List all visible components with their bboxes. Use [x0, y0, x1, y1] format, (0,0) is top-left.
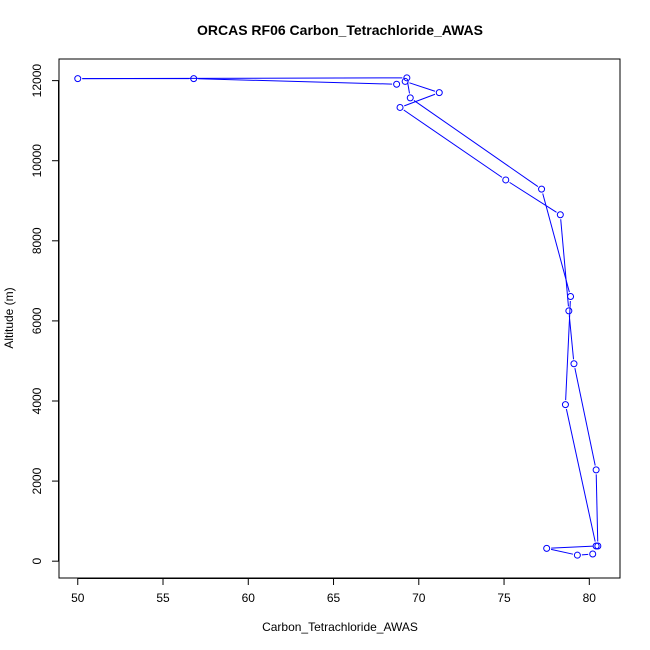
plot-frame: [58, 58, 621, 579]
series-line-segment: [509, 181, 557, 213]
x-axis: 50 55 60 65 70 75 80: [71, 578, 596, 605]
x-tick-label: 70: [412, 591, 426, 605]
series-line-segment: [542, 193, 570, 293]
series-line-segment: [409, 82, 436, 92]
y-tick-label: 0: [30, 558, 44, 565]
series-line-segment: [551, 545, 594, 549]
series-line-segment: [413, 100, 539, 187]
data-point: [573, 551, 581, 559]
y-tick-label: 6000: [30, 307, 44, 334]
data-point: [567, 292, 575, 300]
data-point: [556, 211, 564, 219]
series-line-segment: [407, 82, 411, 94]
data-point: [393, 80, 401, 88]
data-point: [565, 307, 573, 315]
series-line-segment: [560, 219, 569, 307]
data-point: [561, 401, 569, 409]
data-point: [396, 103, 404, 111]
y-axis-label: Altitude (m): [2, 287, 16, 348]
data-point: [589, 550, 597, 558]
series-line-segment: [568, 315, 575, 360]
data-point: [538, 185, 546, 193]
data-point: [403, 74, 411, 82]
x-tick-label: 65: [327, 591, 341, 605]
data-point: [401, 77, 409, 85]
x-tick-label: 60: [242, 591, 256, 605]
x-tick-label: 55: [156, 591, 170, 605]
series-line-segment: [574, 368, 596, 466]
data-point: [502, 176, 510, 184]
series-line-segment: [82, 77, 403, 80]
data-point: [570, 360, 578, 368]
series-line-segment: [595, 474, 599, 542]
y-tick-label: 12000: [30, 64, 44, 98]
data-point: [592, 466, 600, 474]
series-line-segment: [198, 78, 393, 85]
data-point: [435, 89, 443, 97]
y-tick-label: 2000: [30, 467, 44, 494]
series-line-segment: [550, 548, 574, 555]
data-point: [543, 544, 551, 552]
series-line-segment: [565, 408, 596, 542]
data-point: [592, 542, 600, 550]
y-tick-label: 8000: [30, 227, 44, 254]
x-tick-label: 50: [71, 591, 85, 605]
y-axis: 0 2000 4000 6000 8000 10000 12000: [30, 64, 59, 565]
data-point: [190, 75, 198, 83]
x-tick-label: 75: [497, 591, 511, 605]
series-layer: [74, 74, 602, 559]
data-point: [74, 75, 82, 83]
series-line-segment: [403, 109, 503, 178]
x-tick-label: 80: [583, 591, 597, 605]
data-point: [406, 94, 414, 102]
series-line-segment: [565, 300, 571, 401]
y-tick-label: 4000: [30, 387, 44, 414]
chart-title: ORCAS RF06 Carbon_Tetrachloride_AWAS: [197, 22, 483, 38]
series-line-segment: [404, 93, 436, 107]
x-axis-label: Carbon_Tetrachloride_AWAS: [262, 620, 418, 634]
y-tick-label: 10000: [30, 144, 44, 178]
